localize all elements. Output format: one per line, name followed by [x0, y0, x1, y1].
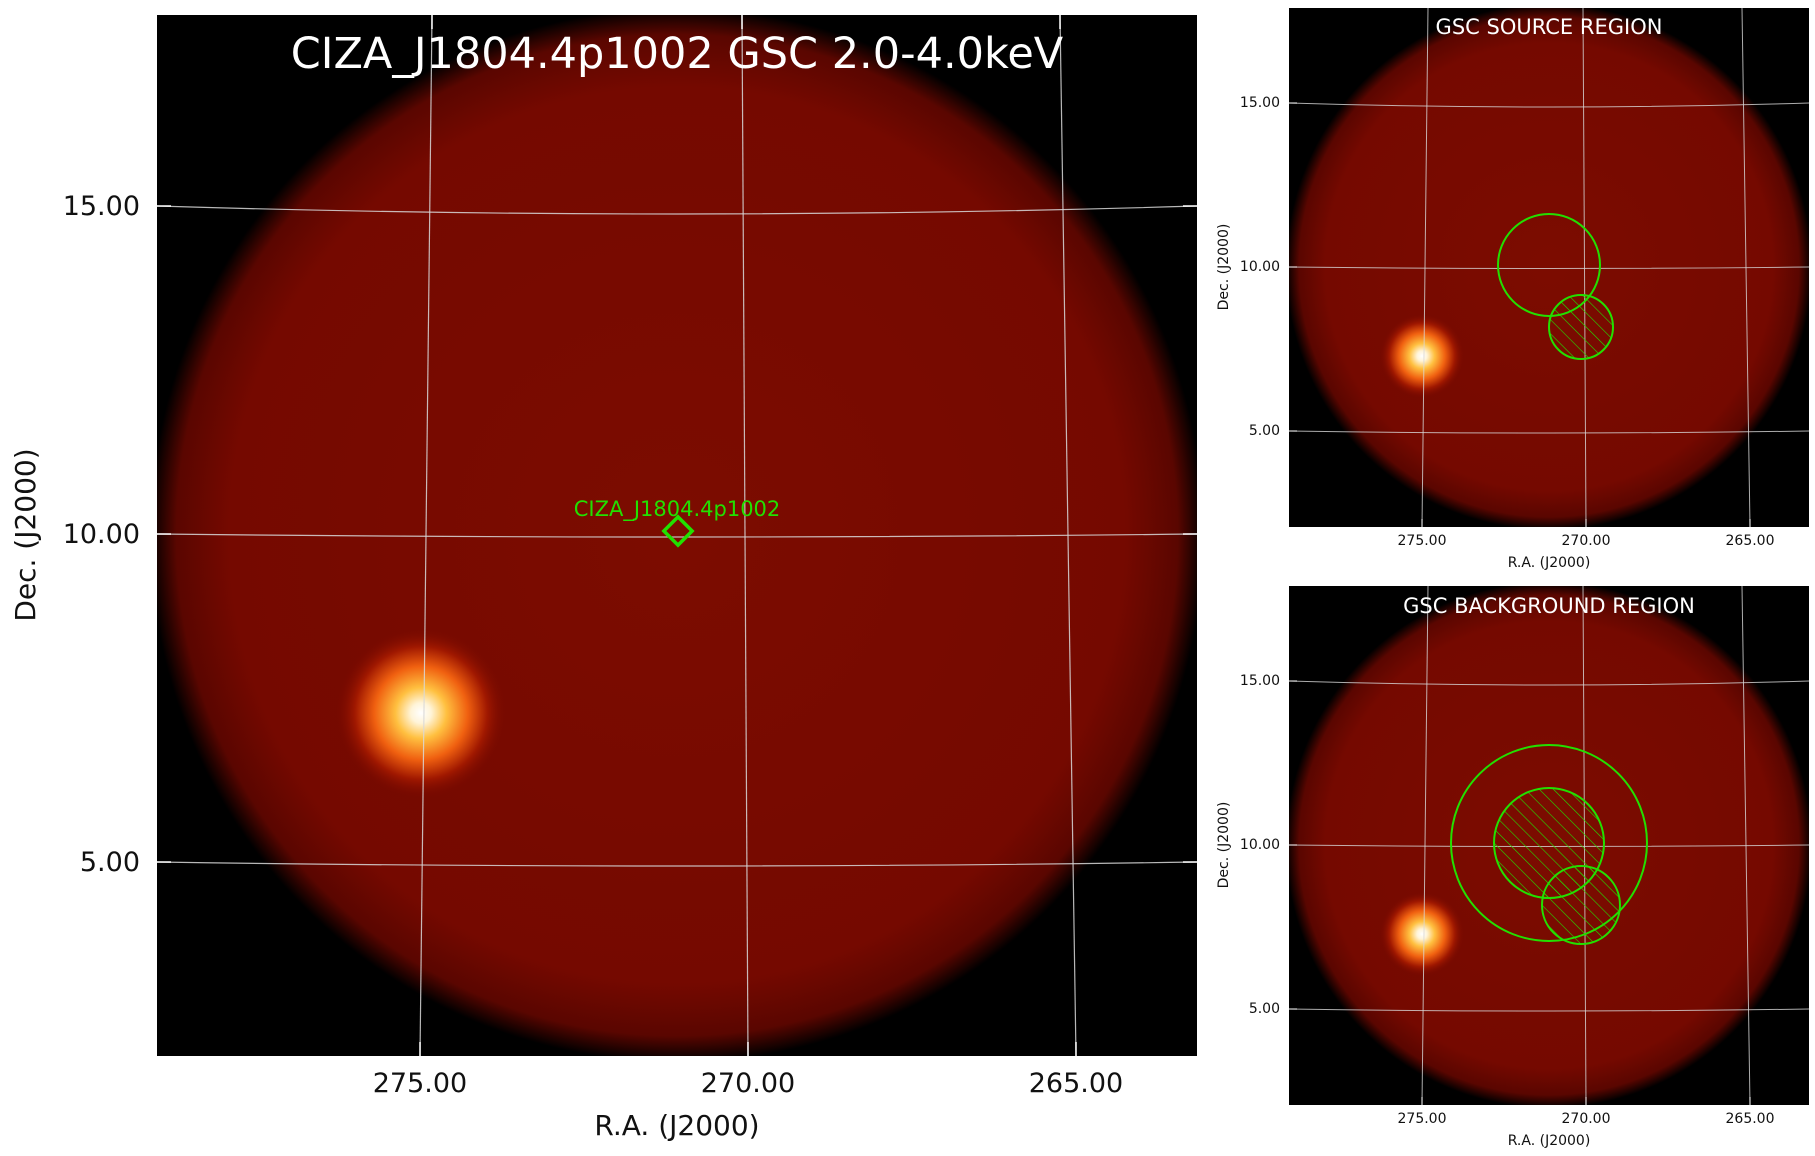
source-panel-coordinate-grid	[1289, 8, 1809, 527]
background-annulus-outer-circle	[1450, 744, 1648, 942]
main-grid-dec-15	[157, 205, 1197, 215]
source-panel-ytick-label: 5.00	[1249, 423, 1280, 439]
main-title: CIZA_J1804.4p1002 GSC 2.0-4.0keV	[291, 29, 1064, 79]
main-ytick-label: 5.00	[80, 847, 140, 878]
background-panel-bright-source	[1380, 892, 1464, 976]
main-ytick-label: 15.00	[63, 191, 140, 222]
source-panel-tick-marks	[1289, 102, 1751, 527]
main-xtick-label: 265.00	[1029, 1068, 1123, 1099]
main-tick-marks	[157, 15, 1197, 1056]
main-xtick-label: 275.00	[373, 1068, 467, 1099]
background-panel-ytick-label: 10.00	[1240, 837, 1280, 853]
background-panel-tick-marks	[1289, 680, 1751, 1105]
main-ytick-label: 10.00	[63, 519, 140, 550]
source-region-panel: GSC SOURCE REGION 15.00 10.00 5.00 275.0…	[1216, 8, 1809, 571]
main-bright-source	[336, 628, 506, 798]
main-grid-ra-275	[419, 15, 433, 1056]
source-extraction-circle	[1497, 213, 1601, 317]
source-panel-yaxis-title: Dec. (J2000)	[1216, 224, 1232, 311]
source-panel-ytick-label: 10.00	[1240, 259, 1280, 275]
excluded-region-hatched-circle	[1548, 294, 1614, 360]
main-yaxis-title: Dec. (J2000)	[9, 448, 42, 621]
background-panel-xtick-label: 275.00	[1398, 1111, 1447, 1127]
main-grid-ra-265	[1059, 15, 1077, 1056]
source-panel-xtick-label: 270.00	[1562, 533, 1611, 549]
main-source-label: CIZA_J1804.4p1002	[574, 497, 781, 522]
source-panel-title: GSC SOURCE REGION	[1436, 15, 1663, 39]
background-panel-ytick-label: 5.00	[1249, 1001, 1280, 1017]
source-panel-xaxis-title: R.A. (J2000)	[1508, 555, 1591, 571]
main-xaxis-title: R.A. (J2000)	[594, 1109, 759, 1142]
background-panel-xtick-label: 265.00	[1726, 1111, 1775, 1127]
source-panel-bright-source	[1380, 314, 1464, 398]
main-coordinate-grid	[157, 15, 1197, 1056]
background-panel-xaxis-title: R.A. (J2000)	[1508, 1133, 1591, 1149]
main-xtick-label: 270.00	[701, 1068, 795, 1099]
source-panel-xtick-label: 265.00	[1726, 533, 1775, 549]
source-panel-field-of-view	[1289, 8, 1809, 527]
background-panel-ytick-label: 15.00	[1240, 673, 1280, 689]
background-panel-xtick-label: 270.00	[1562, 1111, 1611, 1127]
main-grid-dec-10	[157, 533, 1197, 538]
background-excluded-source-circle	[1541, 865, 1621, 945]
main-target-diamond-marker	[661, 514, 695, 548]
background-panel-title: GSC BACKGROUND REGION	[1403, 594, 1695, 618]
main-panel: CIZA_J1804.4p1002 GSC 2.0-4.0keV CIZA_J1…	[9, 15, 1197, 1142]
background-region-panel: GSC BACKGROUND REGION 15.00 10.00 5.00 2…	[1216, 586, 1809, 1149]
background-panel-yaxis-title: Dec. (J2000)	[1216, 802, 1232, 889]
main-grid-ra-270	[741, 15, 749, 1056]
main-grid-dec-5	[157, 861, 1197, 867]
source-panel-xtick-label: 275.00	[1398, 533, 1447, 549]
source-panel-ytick-label: 15.00	[1240, 95, 1280, 111]
